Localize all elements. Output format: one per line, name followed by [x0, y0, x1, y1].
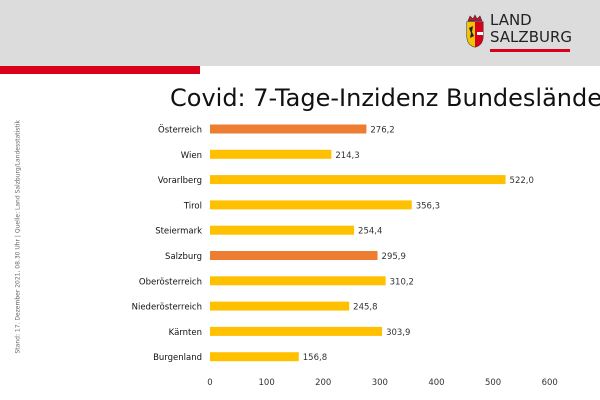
x-tick-label-100: 100 [259, 378, 275, 388]
logo-text-salzburg: SALZBURG [490, 28, 573, 46]
bar-oesterreich [210, 124, 367, 134]
x-tick-label-500: 500 [485, 378, 501, 388]
header-band [0, 0, 600, 66]
value-label-niederoesterreich: 245,8 [353, 303, 377, 313]
x-tick-label-200: 200 [315, 378, 331, 388]
value-label-wien: 214,3 [335, 151, 359, 161]
value-label-oesterreich: 276,2 [370, 126, 394, 136]
bar-wien [210, 149, 332, 159]
category-label-tirol: Tirol [183, 201, 202, 211]
bar-kaernten [210, 326, 383, 336]
bar-oberoesterreich [210, 276, 386, 286]
chart-title: Covid: 7-Tage-Inzidenz Bundesländer [170, 84, 600, 112]
x-tick-label-300: 300 [372, 378, 388, 388]
category-label-oesterreich: Österreich [158, 125, 202, 136]
category-label-kaernten: Kärnten [169, 328, 202, 338]
category-label-vorarlberg: Vorarlberg [158, 176, 202, 186]
coat-of-arms-icon [466, 14, 484, 48]
bar-niederoesterreich [210, 301, 350, 311]
x-tick-label-600: 600 [542, 378, 558, 388]
x-tick-label-0: 0 [207, 378, 212, 388]
value-label-burgenland: 156,8 [303, 353, 327, 363]
red-accent-stripe [0, 66, 200, 74]
category-label-oberoesterreich: Oberösterreich [139, 277, 202, 287]
category-label-steiermark: Steiermark [155, 227, 202, 237]
logo-text-land: LAND [490, 11, 532, 29]
x-tick-label-400: 400 [428, 378, 444, 388]
land-salzburg-logo: LAND SALZBURG [464, 12, 589, 52]
value-label-oberoesterreich: 310,2 [390, 277, 414, 287]
bar-tirol [210, 200, 412, 210]
bar-vorarlberg [210, 175, 506, 185]
category-label-niederoesterreich: Niederösterreich [132, 303, 202, 313]
logo-underline [490, 49, 570, 52]
category-label-burgenland: Burgenland [153, 353, 202, 363]
category-label-wien: Wien [181, 151, 202, 161]
category-label-salzburg: Salzburg [165, 252, 202, 262]
bar-burgenland [210, 352, 299, 362]
value-label-salzburg: 295,9 [382, 252, 406, 262]
logo-wordmark: LAND SALZBURG [490, 12, 572, 46]
value-label-kaernten: 303,9 [386, 328, 410, 338]
value-label-vorarlberg: 522,0 [510, 176, 534, 186]
value-label-steiermark: 254,4 [358, 227, 382, 237]
value-label-tirol: 356,3 [416, 201, 440, 211]
bar-steiermark [210, 225, 355, 235]
bar-salzburg [210, 251, 378, 260]
